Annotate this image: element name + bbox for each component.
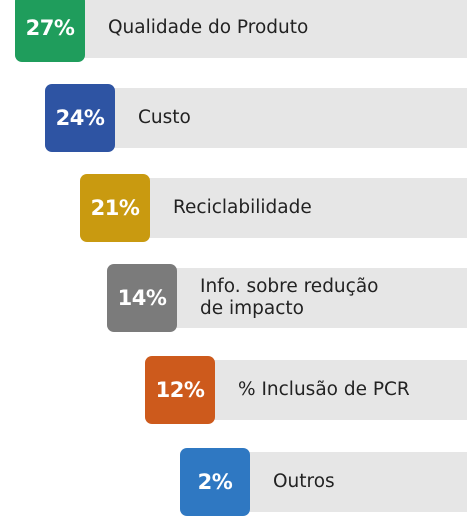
label-line: Outros bbox=[273, 471, 335, 492]
label-line: de impacto bbox=[200, 298, 304, 319]
item-label: Custo bbox=[138, 107, 191, 129]
label-line: Custo bbox=[138, 107, 191, 128]
item-label: Qualidade do Produto bbox=[108, 17, 308, 39]
label-bar bbox=[165, 360, 467, 420]
percent-badge: 27% bbox=[15, 0, 85, 62]
label-line: % Inclusão de PCR bbox=[238, 379, 410, 400]
label-line: Info. sobre redução bbox=[200, 276, 379, 297]
label-bar bbox=[65, 88, 467, 148]
item-label: Outros bbox=[273, 471, 335, 493]
percent-badge: 21% bbox=[80, 174, 150, 242]
label-line: Reciclabilidade bbox=[173, 197, 312, 218]
percent-badge: 12% bbox=[145, 356, 215, 424]
percent-badge: 2% bbox=[180, 448, 250, 516]
percent-badge: 24% bbox=[45, 84, 115, 152]
label-line: Qualidade do Produto bbox=[108, 17, 309, 38]
item-label: % Inclusão de PCR bbox=[238, 379, 410, 401]
item-label: Info. sobre redução de impacto bbox=[200, 276, 379, 320]
label-bar bbox=[100, 178, 467, 238]
percent-badge: 14% bbox=[107, 264, 177, 332]
item-label: Reciclabilidade bbox=[173, 197, 312, 219]
label-bar bbox=[35, 0, 467, 58]
label-bar bbox=[127, 268, 467, 328]
